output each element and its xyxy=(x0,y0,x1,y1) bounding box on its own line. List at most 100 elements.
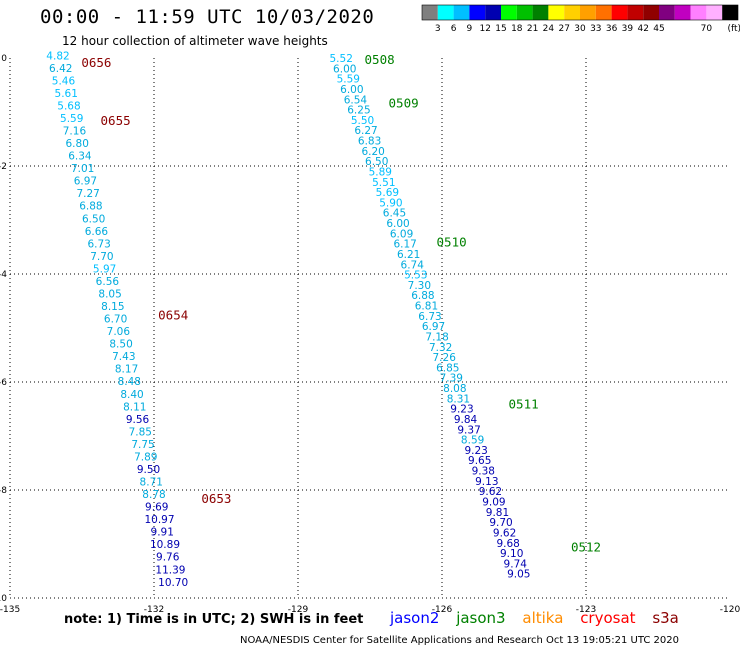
pass-time-label: 0655 xyxy=(101,113,131,128)
footer-note: note: 1) Time is in UTC; 2) SWH is in fe… xyxy=(64,612,364,627)
wave-height-label: 5.52 xyxy=(330,53,353,65)
wave-height-label: 6.85 xyxy=(436,362,459,374)
scale-tick: 15 xyxy=(495,24,506,34)
wave-height-label: 5.53 xyxy=(404,270,427,282)
wave-height-label: 5.50 xyxy=(351,115,374,127)
wave-height-label: 4.82 xyxy=(46,50,69,62)
wave-height-label: 10.70 xyxy=(158,577,188,589)
scale-swatch xyxy=(580,5,596,20)
wave-height-label: 6.00 xyxy=(340,84,363,96)
x-tick-label: -120 xyxy=(720,605,740,615)
scale-swatch xyxy=(453,5,470,20)
wave-height-label: 7.06 xyxy=(107,326,131,338)
x-tick-label: -135 xyxy=(0,605,20,615)
y-tick-label: -4 xyxy=(0,270,7,280)
scale-tick: 21 xyxy=(527,24,538,34)
scale-swatch xyxy=(548,5,565,20)
wave-height-label: 11.39 xyxy=(155,564,185,576)
satellite-cryosat: cryosat xyxy=(580,609,636,627)
scale-tick: 42 xyxy=(637,24,648,34)
wave-height-label: 5.59 xyxy=(60,113,83,125)
wave-height-label: 6.00 xyxy=(386,218,409,230)
scale-swatch xyxy=(564,5,580,20)
wave-height-label: 6.88 xyxy=(411,290,434,302)
wave-height-label: 5.97 xyxy=(93,263,116,275)
x-tick-label: -132 xyxy=(144,605,164,615)
wave-height-label: 8.40 xyxy=(120,389,143,401)
wave-height-label: 7.01 xyxy=(71,163,94,175)
wave-height-label: 7.75 xyxy=(131,439,154,451)
wave-height-label: 6.97 xyxy=(422,321,445,333)
scale-tick: 3 xyxy=(435,24,441,34)
wave-height-label: 6.42 xyxy=(49,63,72,75)
wave-height-label: 6.21 xyxy=(397,249,420,261)
chart-subtitle: 12 hour collection of altimeter wave hei… xyxy=(62,34,328,48)
wave-height-label: 7.16 xyxy=(63,126,87,138)
wave-height-label: 8.11 xyxy=(123,401,146,413)
wave-height-label: 8.50 xyxy=(109,339,132,351)
scale-swatch xyxy=(706,5,723,20)
wave-height-label: 9.81 xyxy=(486,507,509,519)
wave-height-label: 6.74 xyxy=(401,259,425,271)
wave-height-label: 6.50 xyxy=(365,156,388,168)
wave-height-label: 5.89 xyxy=(369,166,392,178)
wave-height-label: 9.37 xyxy=(457,424,480,436)
wave-height-label: 6.80 xyxy=(66,138,89,150)
wave-height-label: 6.70 xyxy=(104,314,127,326)
wave-height-label: 5.51 xyxy=(372,177,395,189)
scale-swatch xyxy=(532,5,549,20)
wave-height-label: 5.61 xyxy=(55,88,78,100)
wave-height-label: 7.43 xyxy=(112,351,135,363)
scale-tick: 30 xyxy=(574,24,586,34)
pass-time-label: 0508 xyxy=(365,52,395,67)
wave-height-label: 6.83 xyxy=(358,136,381,148)
y-tick-label: -6 xyxy=(0,378,7,388)
scale-tick: 24 xyxy=(543,24,555,34)
wave-height-label: 6.45 xyxy=(383,208,406,220)
wave-height-label: 9.76 xyxy=(156,552,180,564)
pass-time-label: 0656 xyxy=(81,55,111,70)
scale-swatch xyxy=(674,5,691,20)
wave-height-label: 5.46 xyxy=(52,75,76,87)
satellite-legend: jason2 jason3 altika cryosat s3a xyxy=(390,609,691,627)
y-tick-label: -2 xyxy=(0,162,7,172)
pass-time-label: 0511 xyxy=(509,397,539,412)
wave-height-label: 7.85 xyxy=(129,426,152,438)
wave-height-label: 8.08 xyxy=(443,383,466,395)
wave-height-label: 8.78 xyxy=(142,489,165,501)
wave-height-label: 6.00 xyxy=(333,63,356,75)
wave-height-label: 6.34 xyxy=(68,151,92,163)
scale-swatch xyxy=(422,5,438,20)
wave-height-label: 8.31 xyxy=(447,393,470,405)
wave-height-label: 6.50 xyxy=(82,213,105,225)
wave-height-label: 8.48 xyxy=(118,376,141,388)
scale-swatch xyxy=(611,5,628,20)
pass-time-label: 0512 xyxy=(571,540,601,555)
scale-swatch xyxy=(722,5,738,20)
wave-height-label: 9.65 xyxy=(468,455,491,467)
wave-height-label: 10.97 xyxy=(144,514,174,526)
wave-height-label: 9.38 xyxy=(472,466,495,478)
wave-height-label: 8.17 xyxy=(115,364,138,376)
satellite-s3a: s3a xyxy=(652,609,679,627)
wave-height-label: 9.62 xyxy=(493,527,516,539)
wave-height-label: 8.15 xyxy=(101,301,124,313)
scale-tick: 39 xyxy=(622,24,634,34)
wave-height-label: 7.18 xyxy=(425,331,448,343)
satellite-jason2: jason2 xyxy=(390,609,440,627)
scale-swatch xyxy=(437,5,454,20)
y-tick-label: 0 xyxy=(1,54,7,64)
wave-height-label: 8.59 xyxy=(461,435,484,447)
wave-height-label: 9.13 xyxy=(475,476,498,488)
wave-height-label: 6.81 xyxy=(415,301,438,313)
wave-height-label: 6.27 xyxy=(354,125,377,137)
satellite-altika: altika xyxy=(522,609,564,627)
scale-swatch xyxy=(659,5,675,20)
x-tick-label: -126 xyxy=(432,605,453,615)
wave-height-label: 6.88 xyxy=(79,201,102,213)
wave-height-label: 9.69 xyxy=(145,502,168,514)
wave-height-label: 9.10 xyxy=(500,548,523,560)
scale-swatch xyxy=(595,5,612,20)
wave-height-label: 7.32 xyxy=(429,342,452,354)
